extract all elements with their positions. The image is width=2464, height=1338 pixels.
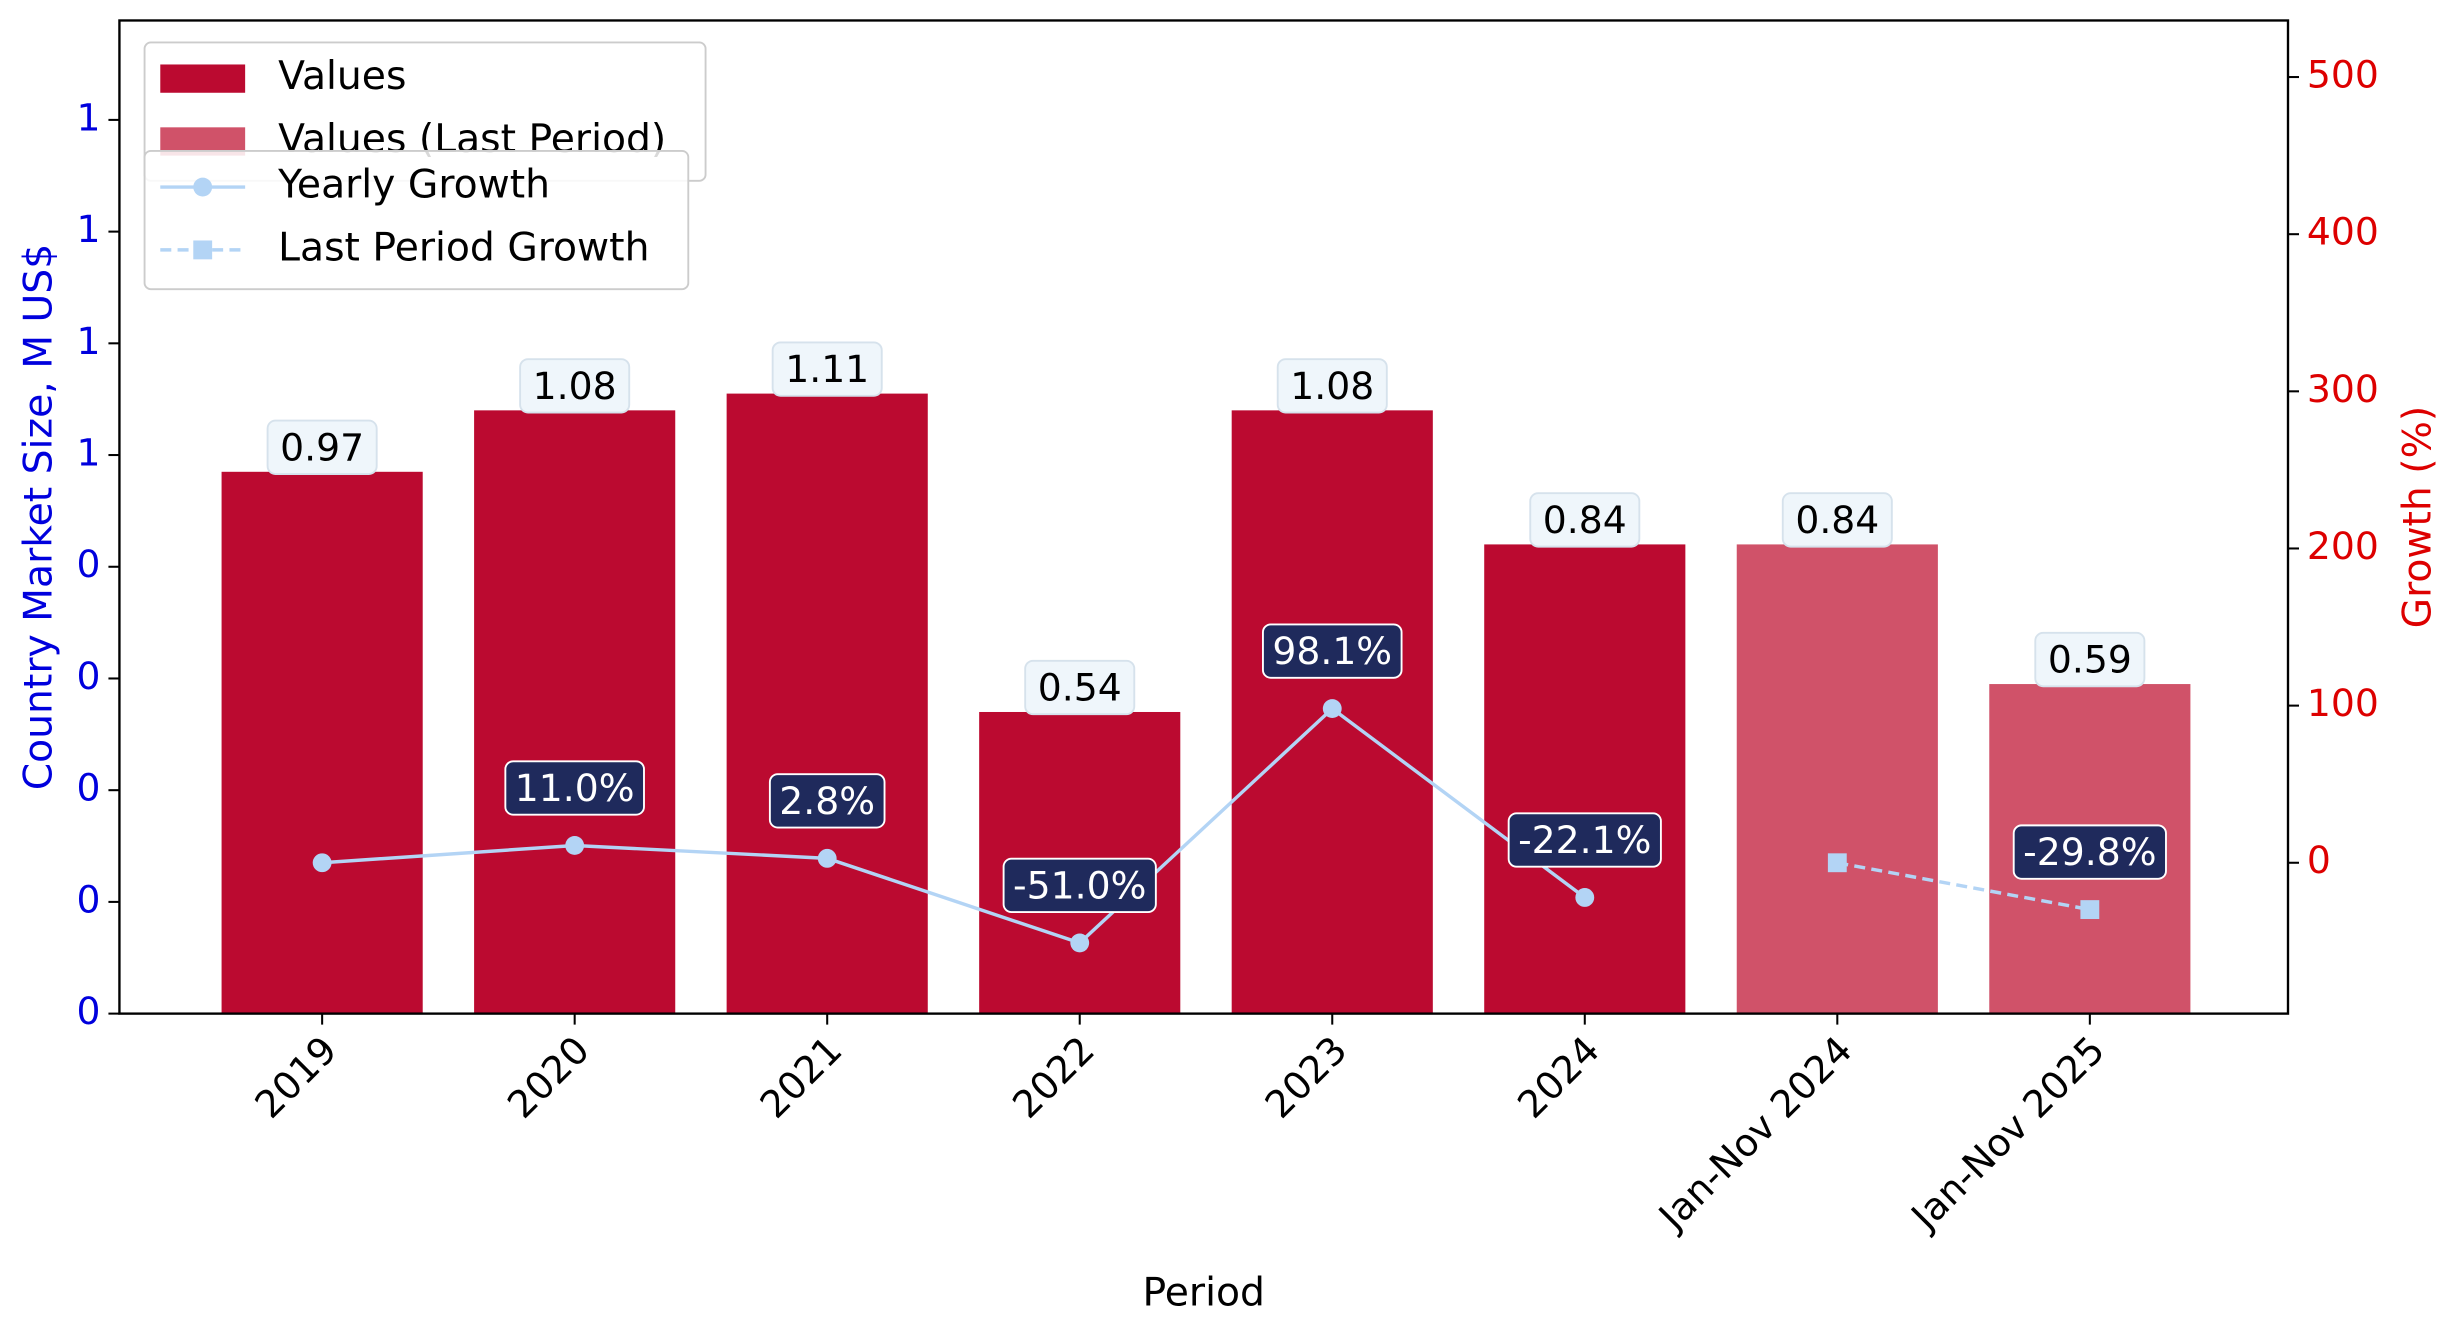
label-box: [768, 773, 886, 829]
y2-tick-label: 500: [2307, 53, 2379, 97]
bar-value-label: 0.59: [2048, 638, 2132, 682]
bar-value-label: 0.84: [1795, 498, 1879, 542]
x-tick-label: Jan-Nov 2025: [1901, 1028, 2113, 1240]
growth-marker: [1827, 853, 1847, 873]
y-tick-label: 1: [77, 431, 101, 475]
y-tick-label: 1: [77, 95, 101, 139]
label-box: [1507, 812, 1662, 868]
legend-swatch: [160, 64, 246, 93]
growth-value-label: -29.8%: [2023, 830, 2156, 874]
label-box: [266, 419, 378, 475]
label-box: [2034, 631, 2146, 688]
growth-value-label: -22.1%: [1518, 818, 1651, 862]
bar: [1484, 544, 1686, 1014]
growth-marker: [565, 836, 585, 855]
y-tick-label: 1: [77, 207, 101, 251]
growth-value-label: 98.1%: [1272, 629, 1392, 673]
y2-tick-label: 0: [2307, 838, 2331, 882]
bar-value-label: 0.97: [280, 425, 364, 469]
growth-line: [1836, 861, 2091, 912]
y2-tick-label: 100: [2307, 681, 2379, 725]
legend-label: Yearly Growth: [277, 163, 550, 208]
y-tick-label: 0: [77, 766, 101, 810]
label-box: [771, 341, 883, 397]
growth-marker: [1575, 888, 1595, 907]
growth-marker: [312, 853, 332, 873]
bar: [221, 471, 423, 1014]
growth-value-label: 11.0%: [515, 766, 635, 810]
label-box: [1781, 492, 1893, 548]
y2-tick-label: 400: [2307, 210, 2379, 254]
x-tick-label: 2024: [1509, 1028, 1608, 1127]
label-box: [1261, 623, 1403, 679]
y-axis-label: Country Market Size, M US$: [16, 244, 61, 791]
label-box: [504, 760, 645, 816]
bar-value-label: 0.54: [1038, 665, 1122, 709]
growth-value-label: -51.0%: [1013, 863, 1146, 907]
label-box: [519, 358, 631, 414]
y2-tick-label: 200: [2307, 524, 2379, 568]
y-tick-label: 1: [77, 319, 101, 363]
label-box: [1276, 358, 1388, 414]
label-box: [2012, 824, 2167, 880]
bar: [1736, 544, 1938, 1014]
legend-label: Last Period Growth: [278, 225, 649, 270]
bar-value-label: 0.84: [1543, 498, 1627, 542]
bar-value-label: 1.11: [785, 347, 869, 391]
growth-marker: [1322, 699, 1342, 719]
bar: [474, 410, 676, 1014]
growth-marker: [2080, 900, 2100, 920]
y-tick-label: 0: [77, 542, 101, 586]
x-axis-label: Period: [1142, 1270, 1264, 1315]
x-tick-label: 2023: [1257, 1028, 1356, 1127]
y2-tick-label: 300: [2307, 367, 2379, 411]
plot-frame: [118, 19, 2290, 1015]
legend-box: [143, 149, 690, 291]
label-box: [1529, 492, 1641, 548]
growth-value-label: 2.8%: [779, 779, 875, 823]
label-box: [1024, 659, 1136, 716]
x-tick-label: 2019: [246, 1028, 345, 1127]
legend-label: Values: [278, 54, 406, 99]
legend-marker: [193, 240, 213, 260]
x-tick-label: 2020: [499, 1028, 598, 1127]
growth-marker: [817, 848, 837, 868]
growth-marker: [1070, 933, 1090, 953]
label-box: [1002, 857, 1157, 914]
bar: [726, 393, 928, 1014]
x-tick-label: Jan-Nov 2024: [1649, 1028, 1861, 1240]
y2-axis-label: Growth (%): [2396, 406, 2441, 629]
x-tick-label: 2021: [751, 1028, 850, 1127]
x-tick-label: 2022: [1004, 1028, 1103, 1127]
growth-line: [322, 706, 1586, 945]
y-tick-label: 0: [77, 989, 101, 1033]
legend-marker: [193, 177, 213, 197]
bar-value-label: 1.08: [533, 364, 617, 408]
y-tick-label: 0: [77, 877, 101, 921]
bar-value-label: 1.08: [1290, 364, 1374, 408]
y-tick-label: 0: [77, 654, 101, 698]
